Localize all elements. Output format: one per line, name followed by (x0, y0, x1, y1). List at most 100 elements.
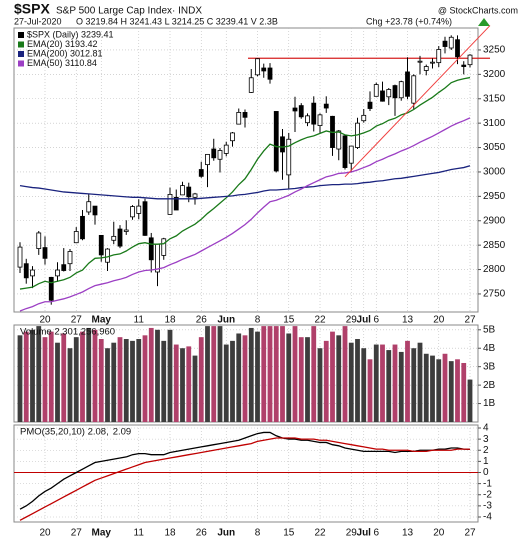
volume-bar (261, 326, 267, 422)
line (19, 117, 471, 312)
volume-bar (105, 348, 110, 422)
candle-body (442, 40, 448, 47)
source: @ StockCharts.com (438, 5, 518, 15)
candle-body (317, 114, 323, 126)
candle-body (30, 269, 35, 277)
volume-bar (380, 344, 385, 422)
candle-body (123, 229, 129, 232)
volume-bar (430, 355, 435, 422)
volume-bar (48, 331, 54, 422)
candle-body (467, 54, 473, 66)
x-tick-label: 11 (134, 528, 145, 539)
legend-label: EMA(20) 3193.42 (27, 39, 98, 49)
candle-body (398, 81, 404, 99)
candle-body (348, 145, 354, 164)
candle-body (98, 234, 104, 256)
volume-bar (305, 337, 310, 422)
candle-body (305, 115, 310, 124)
volume-bar (373, 344, 379, 422)
candle-body (61, 264, 67, 271)
candle-body (73, 231, 79, 244)
y-tick-label: 2B (483, 380, 496, 391)
candle-body (255, 58, 260, 76)
volume-bar (298, 337, 304, 422)
x-tick-label: 8 (255, 315, 261, 326)
volume-bar (61, 333, 67, 422)
candle-body (455, 39, 460, 58)
line (19, 76, 471, 290)
y-tick-label: 4B (483, 343, 496, 354)
volume-bar (67, 348, 73, 422)
candle-body (298, 105, 304, 118)
volume-bar (423, 353, 429, 422)
volume-bar (223, 344, 229, 422)
volume-bar (330, 331, 335, 422)
volume-bar (361, 348, 367, 422)
candle-body (198, 169, 204, 177)
quote-date: 27-Jul-2020 (14, 16, 62, 26)
candle-body (136, 205, 142, 214)
volume-bar (286, 333, 292, 422)
candle-body (42, 247, 48, 259)
y-tick-label: 3200 (483, 69, 506, 80)
x-tick-label: 29 (346, 315, 358, 326)
candle-body (36, 232, 42, 249)
legend-label: Volume 2,301,256,960 (20, 327, 115, 338)
y-tick-label: 2750 (483, 289, 506, 300)
candle-body (67, 251, 73, 265)
candle-body (17, 246, 23, 268)
candle-body (192, 193, 198, 198)
candle-body (148, 237, 154, 261)
candle-body (286, 138, 292, 176)
legend-label: EMA(200) 3012.81 (27, 48, 103, 58)
volume-bar (392, 344, 398, 422)
quote: O 3219.84 H 3241.43 L 3214.25 C 3239.41 … (76, 16, 278, 26)
candle-body (342, 135, 348, 168)
x-tick-label: 15 (283, 315, 295, 326)
candle-body (161, 238, 167, 256)
volume-bar (317, 348, 323, 422)
y-tick-label: 3000 (483, 167, 506, 178)
y-tick-label: 2800 (483, 264, 506, 275)
y-tick-label: -4 (483, 512, 492, 523)
legend-swatch (18, 51, 24, 57)
volume-bar (405, 340, 410, 422)
volume-bar (86, 327, 92, 422)
candle-body (392, 85, 398, 99)
x-tick-label: 27 (71, 315, 83, 326)
volume-bar (136, 339, 142, 422)
x-tick-label: 13 (402, 315, 414, 326)
candle-body (436, 49, 442, 64)
volume-bar (73, 337, 79, 422)
x-tick-label: 15 (283, 528, 295, 539)
volume-bar (167, 329, 173, 422)
legend-swatch (18, 32, 24, 38)
volume-bar (36, 326, 42, 422)
volume-bar (417, 342, 423, 422)
x-tick-label: 20 (433, 528, 445, 539)
volume-bar (448, 361, 454, 422)
volume-bar (23, 331, 29, 422)
volume-bar (292, 326, 298, 422)
candle-body (411, 75, 417, 104)
volume-bar (117, 337, 123, 422)
volume-bar (367, 359, 373, 422)
x-tick-label: 26 (196, 528, 208, 539)
candle-body (217, 150, 223, 160)
x-tick-label: 20 (39, 528, 51, 539)
volume-bar (386, 350, 392, 422)
candle-body (417, 60, 423, 63)
y-tick-label: -2 (483, 489, 492, 500)
candle-body (130, 206, 135, 218)
x-tick-label: Jul (357, 315, 372, 326)
up-arrow (478, 18, 490, 26)
volume-bar (336, 335, 342, 422)
volume-bar (17, 335, 23, 422)
candle-body (92, 205, 98, 216)
y-tick-label: 3 (483, 434, 489, 445)
x-tick-label: 6 (373, 315, 379, 326)
candle-body (461, 64, 467, 67)
volume-bar (217, 326, 223, 422)
x-tick-label: Jul (357, 528, 372, 539)
candle-body (323, 103, 329, 109)
